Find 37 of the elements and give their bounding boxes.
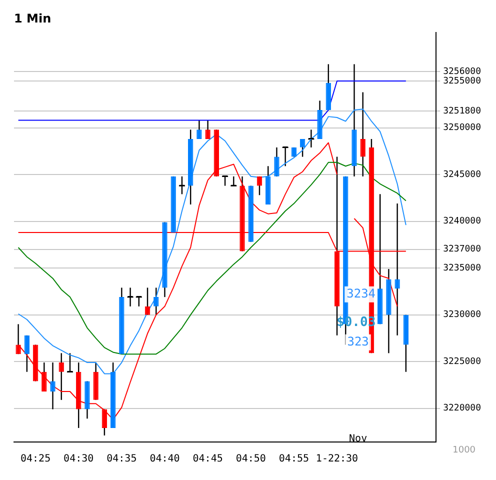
x-tick-label: 1-22:30 — [316, 454, 358, 465]
x-tick-label: 04:40 — [150, 454, 180, 465]
chart-title: 1 Min — [14, 11, 52, 26]
candlestick — [50, 362, 56, 410]
x-tick-label: 04:45 — [192, 454, 223, 465]
candlestick — [394, 202, 400, 336]
x-tick-label: 04:55 — [278, 454, 309, 465]
y-tick-label: 3245000 — [443, 170, 482, 180]
y-tick-label: 3237000 — [443, 244, 482, 255]
x-tick-label: 04:30 — [64, 454, 94, 465]
candlestick — [205, 120, 210, 140]
candlestick — [274, 146, 280, 178]
x-tick-label: 04:50 — [236, 454, 266, 465]
y-tick-label: 3240000 — [443, 216, 482, 227]
y-tick-label: 3251800 — [443, 106, 482, 116]
y-tick-label: 3255000 — [443, 76, 482, 86]
candlestick — [42, 362, 47, 392]
candlestick — [300, 138, 306, 158]
y-tick-label: 3256000 — [443, 67, 482, 78]
candlestick — [256, 176, 262, 196]
x-tick-label: 04:25 — [20, 454, 51, 465]
candlestick — [196, 120, 202, 140]
text: 1000 — [452, 445, 476, 456]
annotation: Nov — [349, 434, 368, 445]
candlestick — [144, 287, 150, 316]
annotation: 3234 — [346, 286, 376, 301]
candlestick — [58, 352, 64, 401]
annotation: 323 — [347, 334, 369, 349]
y-tick-label: 3230000 — [443, 310, 482, 320]
candlestick — [24, 334, 30, 372]
candlestick — [360, 92, 366, 178]
y-tick-label: 3225000 — [443, 356, 482, 367]
y-tick-label: 3235000 — [443, 263, 482, 274]
x-tick-label: 04:35 — [106, 454, 137, 465]
y-tick-label: 3250000 — [443, 123, 482, 134]
candlestick — [154, 287, 159, 316]
y-tick-label: 3220000 — [443, 404, 482, 414]
